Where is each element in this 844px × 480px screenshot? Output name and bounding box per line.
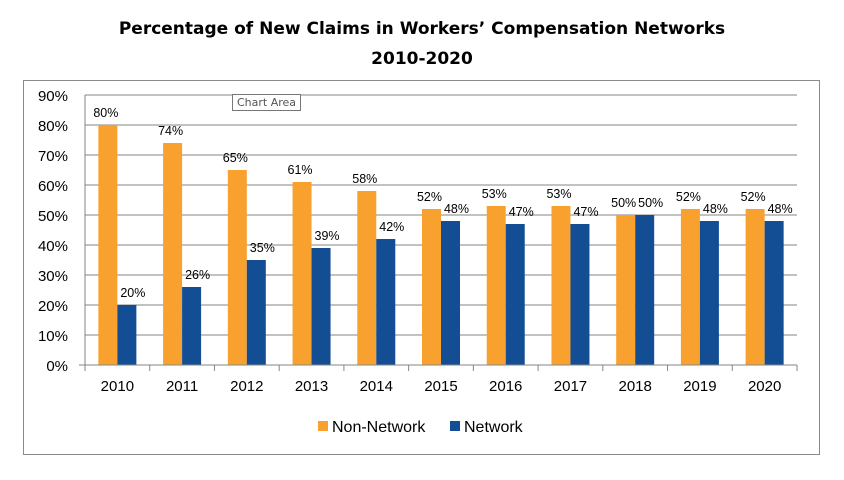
bar-network-2011[interactable] — [182, 287, 202, 365]
y-tick-label: 90% — [38, 88, 68, 105]
legend-label: Network — [464, 419, 524, 436]
subtitle-text: 2010-2020 — [371, 49, 473, 69]
bar-network-2012[interactable] — [246, 260, 266, 365]
bar-non-network-2011[interactable] — [163, 143, 183, 365]
data-label: 48% — [768, 202, 793, 216]
y-tick-label: 20% — [38, 298, 68, 315]
data-label: 20% — [120, 286, 145, 300]
data-label: 35% — [250, 241, 275, 255]
bar-non-network-2019[interactable] — [680, 209, 700, 365]
x-tick-label: 2014 — [360, 378, 393, 395]
data-label: 61% — [288, 163, 313, 177]
bar-non-network-2018[interactable] — [616, 215, 636, 365]
data-label: 80% — [93, 106, 118, 120]
y-tick-label: 30% — [38, 268, 68, 285]
bar-network-2017[interactable] — [570, 224, 590, 365]
data-label: 52% — [417, 190, 442, 204]
legend-swatch — [318, 421, 328, 431]
y-tick-label: 80% — [38, 118, 68, 135]
data-label: 48% — [444, 202, 469, 216]
bar-network-2019[interactable] — [699, 221, 719, 365]
bar-network-2020[interactable] — [764, 221, 784, 365]
bar-network-2016[interactable] — [505, 224, 525, 365]
y-tick-label: 40% — [38, 238, 68, 255]
data-label: 42% — [379, 220, 404, 234]
chart-title: Percentage of New Claims in Workers’ Com… — [0, 14, 844, 74]
chart-area-tooltip: Chart Area — [232, 94, 302, 111]
data-label: 58% — [352, 172, 377, 186]
y-tick-label: 70% — [38, 148, 68, 165]
data-label: 74% — [158, 124, 183, 138]
data-label: 53% — [546, 187, 571, 201]
y-tick-label: 0% — [46, 358, 68, 375]
bar-non-network-2013[interactable] — [292, 182, 312, 365]
y-tick-label: 60% — [38, 178, 68, 195]
data-label: 48% — [703, 202, 728, 216]
bar-network-2010[interactable] — [117, 305, 137, 365]
title-text: Percentage of New Claims in Workers’ Com… — [118, 19, 726, 39]
legend-swatch — [450, 421, 460, 431]
bar-non-network-2020[interactable] — [745, 209, 765, 365]
bar-non-network-2012[interactable] — [227, 170, 247, 365]
bar-network-2013[interactable] — [311, 248, 331, 365]
bar-network-2015[interactable] — [441, 221, 460, 365]
data-label: 50% — [611, 196, 636, 210]
bar-non-network-2016[interactable] — [486, 206, 506, 365]
data-label: 26% — [185, 268, 210, 282]
x-tick-label: 2017 — [554, 378, 587, 395]
data-label: 47% — [509, 205, 534, 219]
chart-area[interactable] — [23, 80, 820, 455]
bar-non-network-2014[interactable] — [357, 191, 377, 365]
x-tick-label: 2016 — [489, 378, 522, 395]
data-label: 65% — [223, 151, 248, 165]
x-tick-label: 2019 — [683, 378, 716, 395]
x-tick-label: 2020 — [748, 378, 781, 395]
bar-non-network-2017[interactable] — [551, 206, 571, 365]
y-tick-label: 10% — [38, 328, 68, 345]
bar-non-network-2015[interactable] — [422, 209, 441, 365]
x-tick-label: 2010 — [101, 378, 134, 395]
data-label: 39% — [315, 229, 340, 243]
bar-network-2014[interactable] — [376, 239, 396, 365]
y-tick-label: 50% — [38, 208, 68, 225]
x-tick-label: 2011 — [166, 378, 198, 395]
x-tick-label: 2018 — [618, 378, 651, 395]
x-tick-label: 2013 — [295, 378, 328, 395]
x-tick-label: 2015 — [424, 378, 457, 395]
data-label: 52% — [676, 190, 701, 204]
bar-network-2018[interactable] — [635, 215, 655, 365]
x-tick-label: 2012 — [230, 378, 263, 395]
bar-non-network-2010[interactable] — [98, 125, 118, 365]
data-label: 50% — [638, 196, 663, 210]
data-label: 47% — [573, 205, 598, 219]
data-label: 53% — [482, 187, 507, 201]
data-label: 52% — [741, 190, 766, 204]
legend-label: Non-Network — [332, 419, 426, 436]
